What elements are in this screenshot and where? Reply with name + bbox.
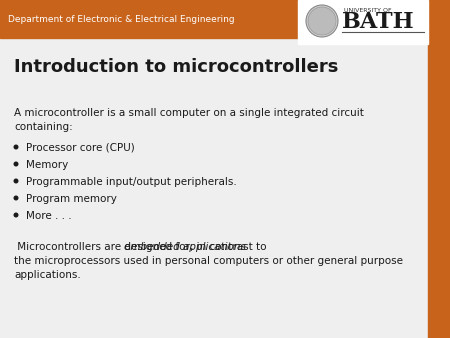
Text: A microcontroller is a small computer on a single integrated circuit
containing:: A microcontroller is a small computer on…	[14, 108, 364, 132]
Bar	[428, 0, 450, 338]
Text: BATH: BATH	[342, 11, 414, 33]
Text: Introduction to microcontrollers: Introduction to microcontrollers	[14, 58, 338, 76]
Bar	[298, 0, 428, 44]
Circle shape	[306, 5, 338, 37]
Circle shape	[14, 195, 18, 200]
Circle shape	[308, 7, 336, 35]
Text: Processor core (CPU): Processor core (CPU)	[26, 143, 135, 153]
Text: , in contrast to: , in contrast to	[190, 242, 267, 252]
Text: embedded applications: embedded applications	[124, 242, 246, 252]
Text: applications.: applications.	[14, 270, 81, 280]
Circle shape	[14, 178, 18, 184]
Text: Memory: Memory	[26, 160, 68, 170]
Circle shape	[14, 145, 18, 149]
Text: Microcontrollers are designed for: Microcontrollers are designed for	[14, 242, 193, 252]
Text: the microprocessors used in personal computers or other general purpose: the microprocessors used in personal com…	[14, 256, 403, 266]
Circle shape	[14, 213, 18, 217]
Text: More . . .: More . . .	[26, 211, 72, 221]
Bar	[0, 0, 298, 38]
Text: Programmable input/output peripherals.: Programmable input/output peripherals.	[26, 177, 237, 187]
Text: UNIVERSITY OF: UNIVERSITY OF	[344, 7, 392, 13]
Text: Program memory: Program memory	[26, 194, 117, 204]
Text: Department of Electronic & Electrical Engineering: Department of Electronic & Electrical En…	[8, 15, 234, 24]
Circle shape	[14, 162, 18, 167]
